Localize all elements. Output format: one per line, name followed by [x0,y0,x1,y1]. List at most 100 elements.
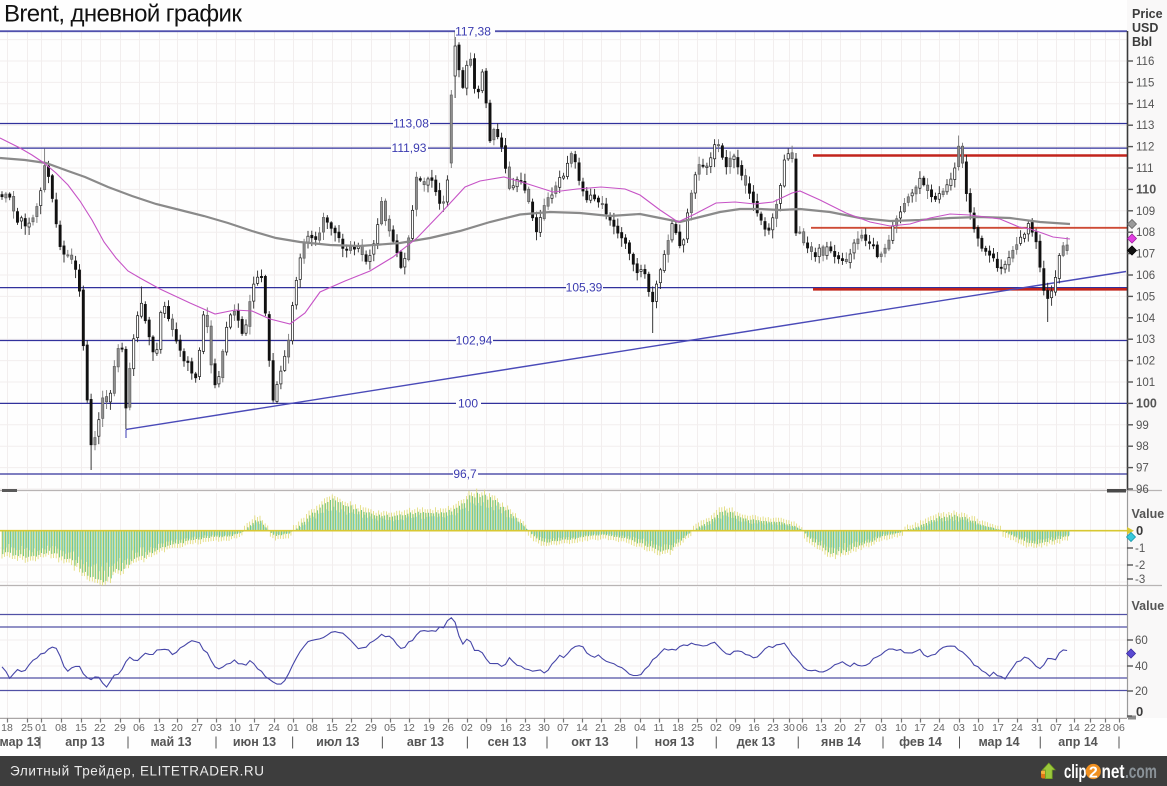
svg-text:июн 13: июн 13 [233,735,276,749]
svg-text:03: 03 [875,722,887,734]
svg-text:04: 04 [634,722,646,734]
svg-text:17: 17 [992,722,1004,734]
svg-text:23: 23 [519,722,531,734]
svg-text:авг 13: авг 13 [407,735,444,749]
svg-text:17: 17 [914,722,926,734]
svg-text:30: 30 [783,722,795,734]
svg-text:20: 20 [171,722,183,734]
svg-text:96,7: 96,7 [453,467,477,481]
svg-text:22: 22 [1084,722,1096,734]
svg-text:06: 06 [133,722,145,734]
svg-text:03: 03 [953,722,965,734]
svg-text:24: 24 [1011,722,1023,734]
svg-text:109: 109 [1136,206,1155,218]
svg-text:60: 60 [1135,635,1148,647]
svg-text:02: 02 [710,722,722,734]
svg-text:105,39: 105,39 [566,281,603,295]
svg-text:сен 13: сен 13 [488,735,527,749]
svg-text:03: 03 [210,722,222,734]
svg-text:09: 09 [729,722,741,734]
svg-text:Brent, дневной график: Brent, дневной график [4,1,242,28]
svg-text:100: 100 [458,396,478,410]
svg-text:106: 106 [1136,270,1155,282]
svg-text:июл 13: июл 13 [316,735,359,749]
svg-text:98: 98 [1136,441,1149,453]
svg-text:29: 29 [114,722,126,734]
svg-text:0: 0 [1136,704,1143,719]
svg-text:Элитный Трейдер, ELITETRADER.R: Элитный Трейдер, ELITETRADER.RU [10,764,265,779]
svg-text:104: 104 [1136,313,1156,325]
svg-text:105: 105 [1136,291,1155,303]
svg-text:15: 15 [75,722,87,734]
svg-text:17: 17 [248,722,260,734]
svg-text:16: 16 [500,722,512,734]
svg-text:clip: clip [1064,762,1087,783]
svg-text:окт 13: окт 13 [571,735,608,749]
svg-text:25: 25 [691,722,703,734]
svg-text:14: 14 [576,722,588,734]
svg-text:16: 16 [748,722,760,734]
svg-text:|: | [881,735,884,749]
svg-text:08: 08 [55,722,67,734]
svg-text:01: 01 [35,722,47,734]
svg-text:Price: Price [1132,7,1163,21]
svg-text:24: 24 [268,722,280,734]
svg-text:Bbl: Bbl [1132,35,1152,49]
svg-text:|: | [214,735,217,749]
svg-text:USD: USD [1132,21,1158,35]
svg-text:фев 14: фев 14 [899,735,942,749]
svg-text:100: 100 [1136,396,1157,410]
svg-text:-1: -1 [1135,543,1145,555]
svg-text:-2: -2 [1135,560,1145,572]
svg-text:25: 25 [21,722,33,734]
svg-text:108: 108 [1136,227,1155,239]
svg-text:23: 23 [767,722,779,734]
svg-text:|: | [38,735,41,749]
svg-text:97: 97 [1136,463,1149,475]
svg-text:2: 2 [1089,765,1098,782]
svg-text:13: 13 [815,722,827,734]
svg-text:20: 20 [834,722,846,734]
svg-text:10: 10 [229,722,241,734]
svg-text:мар 13: мар 13 [0,735,41,749]
svg-text:102: 102 [1136,356,1155,368]
svg-text:апр 13: апр 13 [65,735,105,749]
svg-text:15: 15 [326,722,338,734]
svg-text:дек 13: дек 13 [737,735,776,749]
svg-text:18: 18 [1,722,13,734]
svg-text:27: 27 [191,722,203,734]
svg-text:|: | [797,735,800,749]
svg-text:06: 06 [1113,722,1125,734]
svg-text:102,94: 102,94 [456,334,493,348]
svg-text:28: 28 [1099,722,1111,734]
svg-text:10: 10 [895,722,907,734]
svg-text:08: 08 [306,722,318,734]
svg-text:Value: Value [1132,599,1165,613]
svg-text:10: 10 [972,722,984,734]
svg-text:Value: Value [1132,507,1165,521]
svg-text:net: net [1102,762,1126,783]
svg-text:07: 07 [557,722,569,734]
svg-text:27: 27 [854,722,866,734]
svg-text:|: | [958,735,961,749]
svg-text:|: | [291,735,294,749]
svg-text:113: 113 [1136,120,1154,132]
svg-text:40: 40 [1135,661,1148,673]
svg-text:18: 18 [672,722,684,734]
svg-text:26: 26 [442,722,454,734]
svg-text:96: 96 [1136,484,1149,496]
svg-text:0: 0 [1136,523,1143,538]
svg-text:06: 06 [796,722,808,734]
svg-text:.com: .com [1125,762,1157,783]
svg-text:22: 22 [94,722,106,734]
svg-text:112: 112 [1136,142,1154,154]
svg-text:117,38: 117,38 [455,25,491,39]
svg-text:|: | [466,735,469,749]
svg-text:30: 30 [538,722,550,734]
svg-text:19: 19 [423,722,435,734]
svg-text:апр 14: апр 14 [1058,735,1098,749]
svg-text:|: | [1039,735,1042,749]
svg-text:14: 14 [1068,722,1080,734]
svg-text:111,93: 111,93 [392,141,427,155]
svg-text:114: 114 [1136,99,1155,111]
